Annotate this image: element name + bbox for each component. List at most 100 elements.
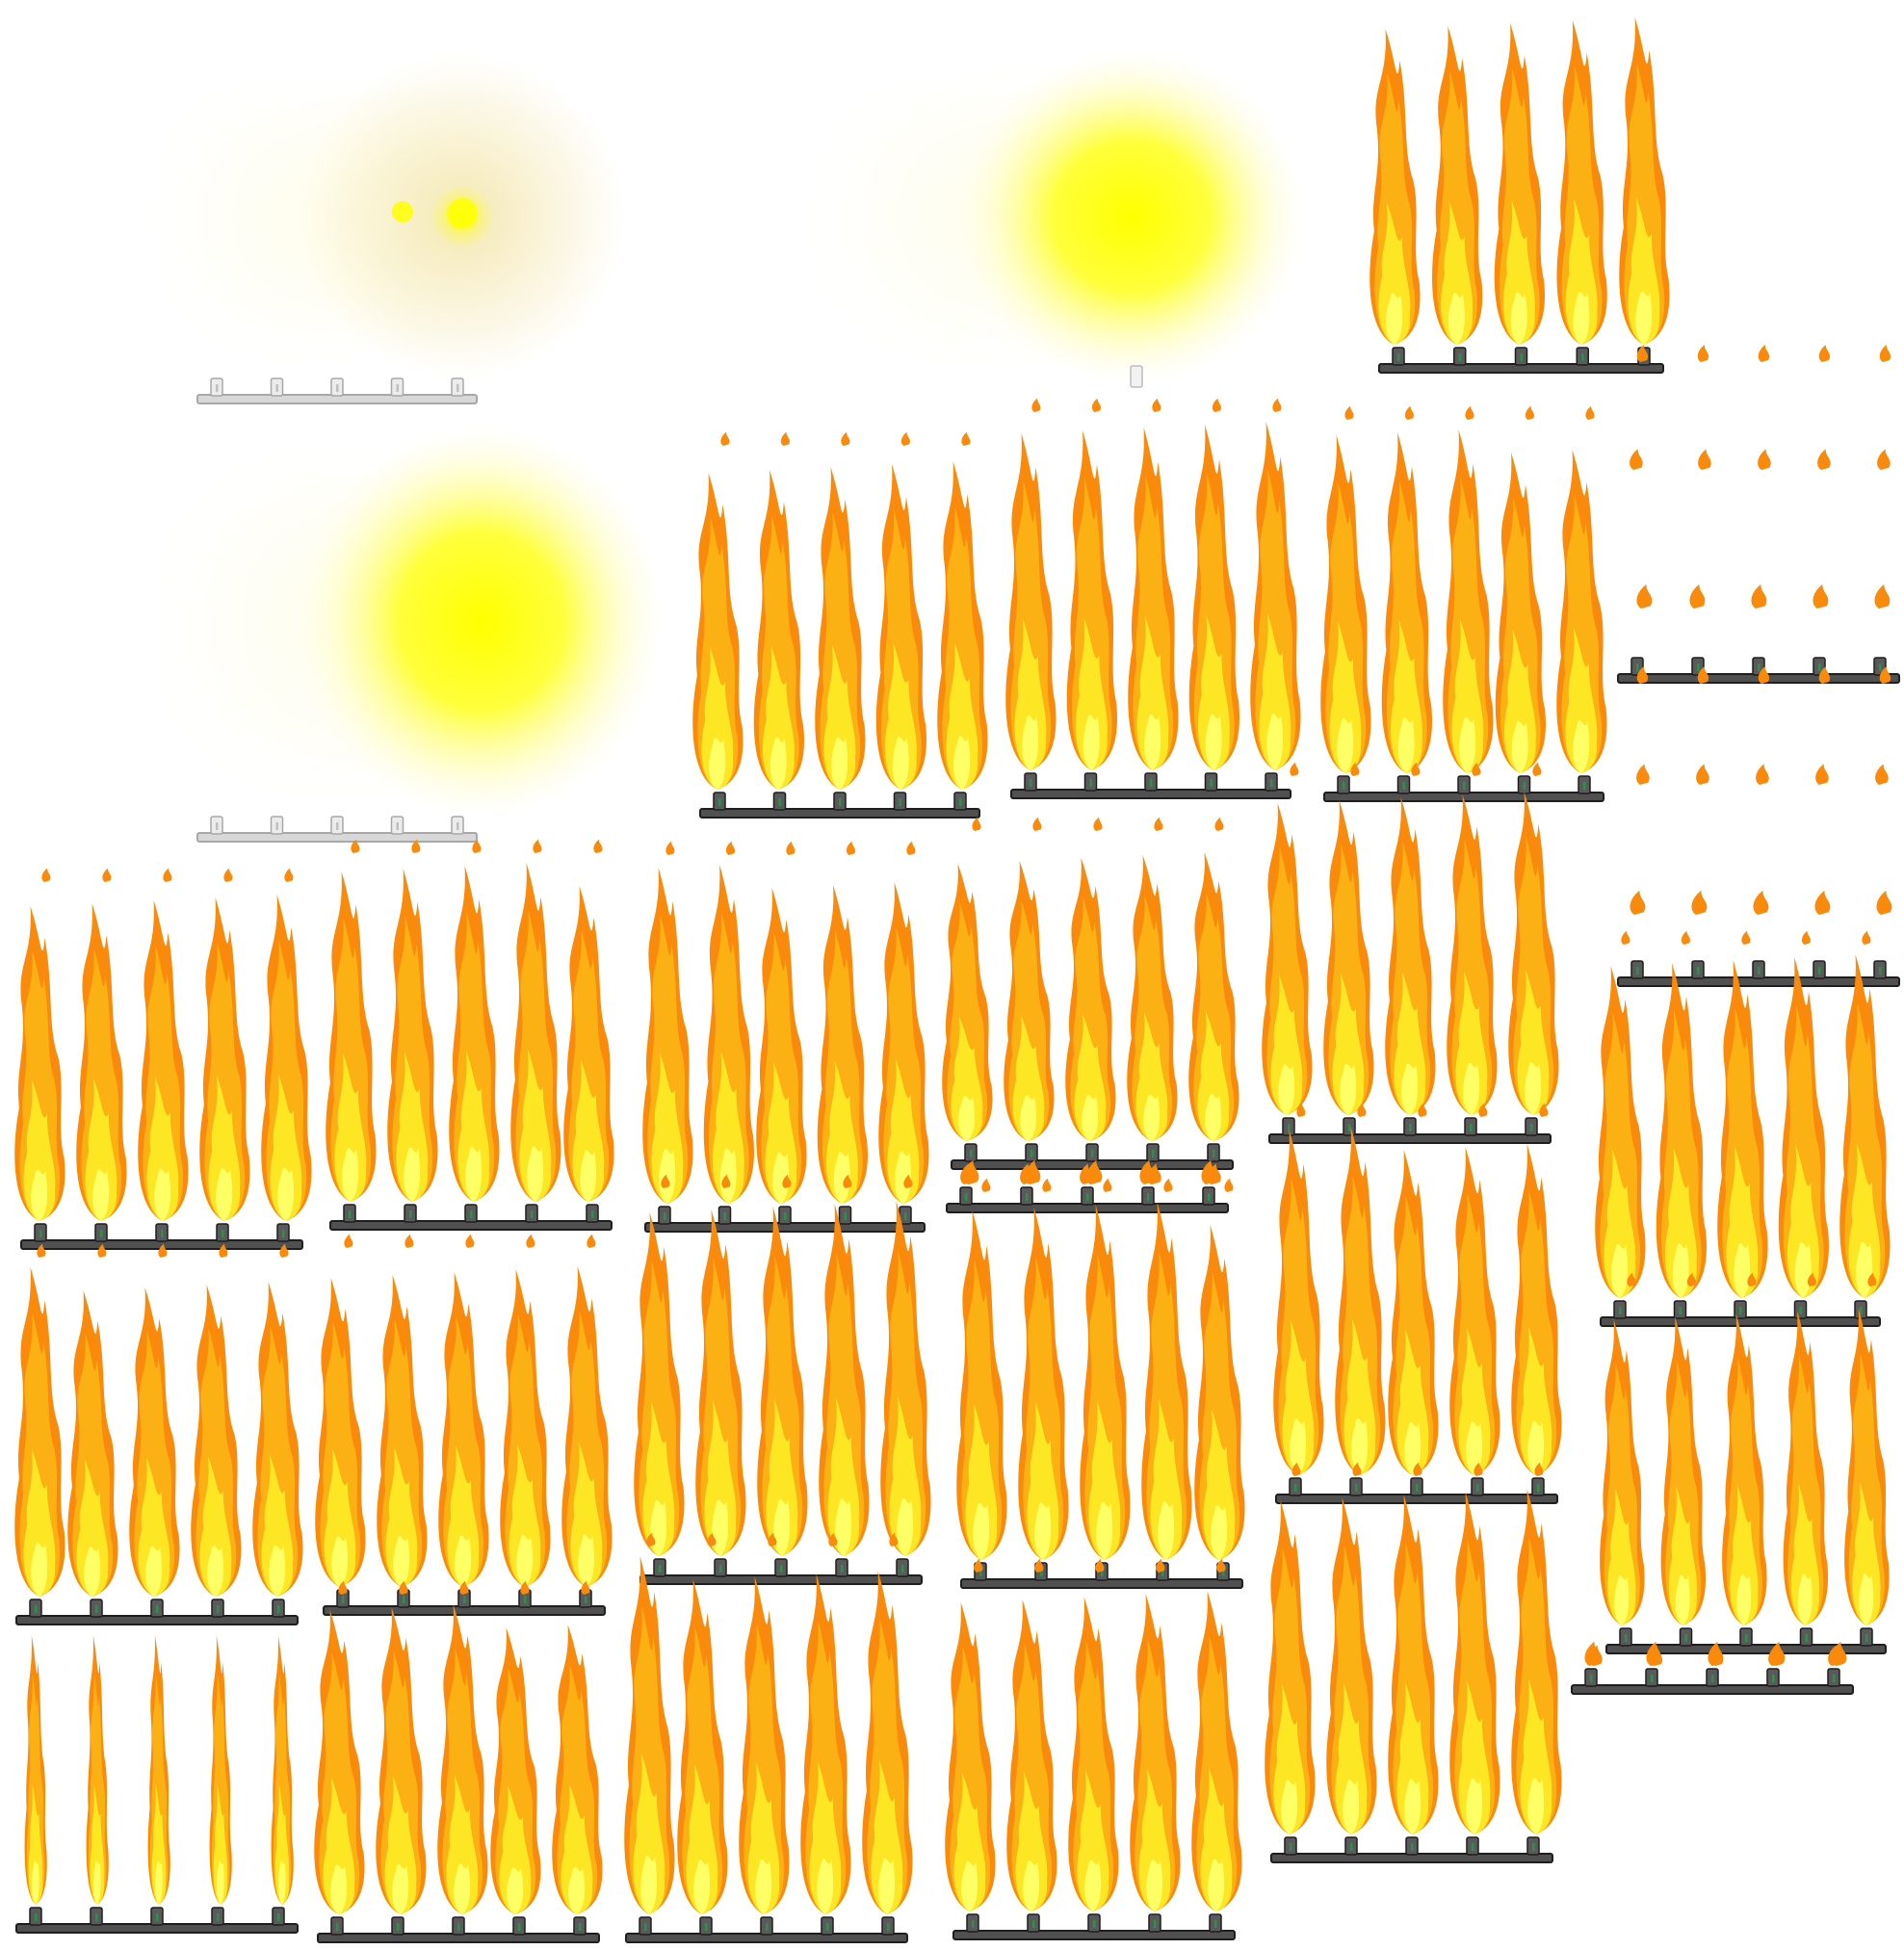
flame-ember xyxy=(526,1234,535,1248)
flame-ember xyxy=(665,841,675,855)
nozzle-icon xyxy=(94,1223,108,1242)
flame xyxy=(753,470,804,790)
flame xyxy=(438,1272,489,1587)
flame xyxy=(1262,803,1313,1115)
flame-ember xyxy=(102,868,112,882)
flame xyxy=(377,1275,428,1587)
flame-ember xyxy=(1212,398,1222,412)
nozzle-icon xyxy=(1525,1117,1538,1136)
nozzle-icon xyxy=(778,1206,792,1225)
nozzle-icon xyxy=(330,816,344,835)
nozzle-icon xyxy=(512,1916,526,1936)
flame-ember xyxy=(1290,762,1299,776)
flame-frame xyxy=(956,1178,1245,1589)
flame-ember xyxy=(646,1532,656,1547)
flame-ember xyxy=(1867,1272,1877,1287)
flame-ember xyxy=(1862,930,1871,945)
nozzle-icon xyxy=(1673,1300,1687,1319)
flame xyxy=(252,1282,303,1597)
flame-spark xyxy=(1874,584,1891,609)
flame-frame xyxy=(942,817,1239,1170)
burner-pipe xyxy=(946,1186,1229,1213)
flame-ember xyxy=(1214,817,1224,831)
flame xyxy=(1660,1316,1707,1625)
nozzle-icon xyxy=(1613,1300,1627,1319)
nozzle-icon xyxy=(390,816,404,835)
flame-spark xyxy=(1086,1167,1099,1184)
flame-frame xyxy=(1320,405,1607,802)
flame-frame xyxy=(642,841,929,1233)
flame-ember xyxy=(581,1580,590,1595)
nozzle-icon xyxy=(451,377,464,397)
flame-wisp xyxy=(86,1635,109,1905)
nozzle-icon xyxy=(1027,1913,1040,1933)
flame xyxy=(1443,429,1494,773)
flame-ember xyxy=(1801,930,1812,945)
flame xyxy=(1388,1150,1439,1475)
flame xyxy=(1656,963,1707,1298)
flame-spark xyxy=(1813,584,1829,609)
flame-ember xyxy=(1411,762,1421,776)
flame xyxy=(314,1610,365,1914)
flame-ember xyxy=(1031,398,1041,412)
nozzle-icon xyxy=(272,1599,285,1618)
flame xyxy=(1619,17,1670,345)
nozzle-icon xyxy=(699,1916,713,1936)
flame-spark xyxy=(1636,764,1650,785)
nozzle-icon xyxy=(1517,775,1531,794)
flame xyxy=(376,1607,427,1914)
flame-frame xyxy=(945,1558,1242,1940)
nozzle-icon xyxy=(90,1907,103,1926)
nozzle-icon xyxy=(210,377,223,397)
flame xyxy=(800,1573,851,1914)
nozzle-icon xyxy=(881,1916,895,1936)
flame xyxy=(1004,861,1055,1141)
nozzle-icon xyxy=(833,792,847,811)
flame-ember xyxy=(158,1243,168,1258)
flame-ember xyxy=(903,1174,913,1188)
nozzle-icon xyxy=(1024,772,1037,792)
flame-frame xyxy=(14,1243,303,1625)
nozzle-icon xyxy=(270,816,284,835)
burner-pipe xyxy=(323,1589,606,1616)
flame-spark xyxy=(1756,764,1769,785)
nozzle-icon xyxy=(1679,1627,1693,1647)
nozzle-icon xyxy=(29,1599,42,1618)
flame-spark xyxy=(1875,764,1889,785)
flame xyxy=(1320,435,1371,773)
flame xyxy=(315,1278,366,1587)
flame-ember xyxy=(1472,762,1481,776)
flame-ember xyxy=(465,1234,475,1248)
flame-sparks-frame xyxy=(1617,666,1900,987)
flame xyxy=(634,1212,685,1556)
flame-ember xyxy=(279,1243,289,1258)
nozzle-icon xyxy=(658,1206,671,1225)
flame-ember xyxy=(163,868,172,882)
nozzle-icon xyxy=(1085,1143,1099,1162)
flame-spark xyxy=(1817,449,1831,470)
flame-ember xyxy=(520,1580,530,1595)
flame-spark xyxy=(1147,1167,1160,1184)
flame xyxy=(563,886,614,1202)
nozzle-icon xyxy=(772,792,787,811)
glow-dot xyxy=(392,201,413,222)
burner-pipe xyxy=(1617,960,1900,987)
flame xyxy=(1369,29,1421,345)
flame xyxy=(1250,422,1301,770)
flame xyxy=(1717,960,1768,1298)
flame-spark xyxy=(1758,345,1770,362)
flame xyxy=(1556,450,1607,773)
flame-ember xyxy=(1418,1103,1427,1117)
burner-pipe xyxy=(625,1916,908,1943)
nozzle-icon xyxy=(211,1599,224,1618)
nozzle-icon xyxy=(330,1916,344,1936)
flame xyxy=(1326,1497,1377,1834)
nozzle-icon xyxy=(155,1223,169,1242)
flame xyxy=(677,1579,728,1914)
flame-spark xyxy=(965,1167,978,1184)
nozzle-icon xyxy=(964,1143,978,1162)
nozzle-icon xyxy=(639,1916,652,1936)
nozzle-icon xyxy=(272,1907,285,1926)
